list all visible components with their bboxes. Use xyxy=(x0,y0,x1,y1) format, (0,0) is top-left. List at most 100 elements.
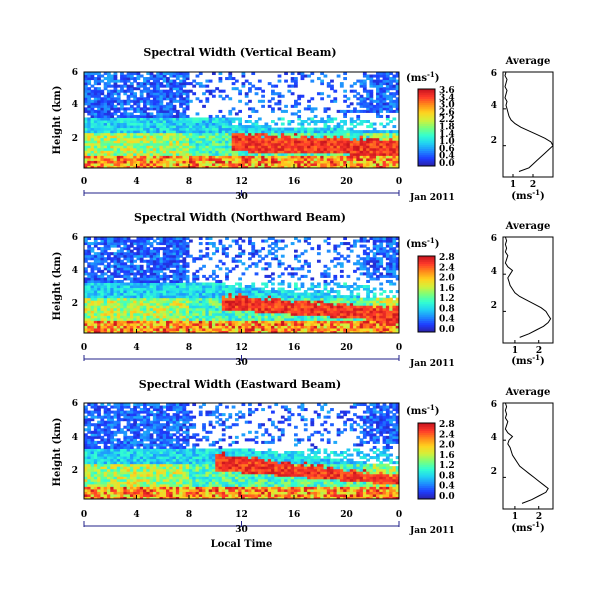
heatmap-cell xyxy=(379,298,383,301)
heatmap-cell xyxy=(369,90,373,93)
heatmap-cell xyxy=(333,282,337,285)
heatmap-cell xyxy=(281,288,285,291)
heatmap-cell xyxy=(179,260,183,263)
heatmap-cell xyxy=(120,275,124,278)
heatmap-cell xyxy=(287,120,291,123)
heatmap-cell xyxy=(245,267,249,270)
heatmap-cell xyxy=(287,265,291,268)
heatmap-cell xyxy=(330,280,334,283)
heatmap-cell xyxy=(343,77,347,80)
heatmap-cell xyxy=(159,257,163,260)
heatmap-cell xyxy=(212,90,216,93)
heatmap-cell xyxy=(271,282,275,285)
heatmap-cell xyxy=(386,102,390,105)
heatmap-cell xyxy=(205,277,209,280)
heatmap-cell xyxy=(117,115,121,118)
heatmap-cell xyxy=(232,257,236,260)
colorbar-tick-label: 0.0 xyxy=(439,159,455,169)
heatmap-cell xyxy=(284,80,288,83)
heatmap-cell xyxy=(291,290,295,293)
heatmap-cell xyxy=(327,282,331,285)
heatmap-cell xyxy=(317,128,321,131)
heatmap-cell xyxy=(192,272,196,275)
heatmap-cell xyxy=(347,260,351,263)
heatmap-cell xyxy=(196,282,200,285)
heatmap-cell xyxy=(146,275,150,278)
heatmap-cell xyxy=(264,123,268,126)
heatmap-cell xyxy=(242,82,246,85)
heatmap-cell xyxy=(232,87,236,90)
heatmap-cell xyxy=(340,285,344,288)
heatmap-cell xyxy=(248,100,252,103)
heatmap-cell xyxy=(297,288,301,291)
heatmap-cell xyxy=(373,123,377,126)
heatmap-cell xyxy=(369,265,373,268)
heatmap-cell xyxy=(366,280,370,283)
heatmap-cell xyxy=(133,260,137,263)
heatmap-cell xyxy=(376,130,380,133)
heatmap-cell xyxy=(153,75,157,78)
y-tick-label: 2 xyxy=(72,134,78,144)
heatmap-cell xyxy=(340,120,344,123)
heatmap-cell xyxy=(310,107,314,110)
heatmap-cell xyxy=(366,102,370,105)
heatmap-cell xyxy=(235,282,239,285)
heatmap-cell xyxy=(110,75,114,78)
heatmap-cell xyxy=(209,115,213,118)
heatmap-cell xyxy=(219,90,223,93)
heatmap-cell xyxy=(84,117,88,120)
heatmap-cell xyxy=(383,87,387,90)
heatmap-cell xyxy=(291,267,295,270)
heatmap-cell xyxy=(199,100,203,103)
heatmap-cell xyxy=(176,100,180,103)
heatmap-cell xyxy=(186,262,190,265)
heatmap-cell xyxy=(258,117,262,120)
heatmap-cell xyxy=(320,290,324,293)
heatmap-cell xyxy=(327,115,331,118)
heatmap-cell xyxy=(107,90,111,93)
heatmap-cell xyxy=(360,262,364,265)
heatmap-cell xyxy=(320,92,324,95)
heatmap-cell xyxy=(369,272,373,275)
heatmap-cell xyxy=(363,298,367,301)
heatmap-cell xyxy=(238,117,242,120)
heatmap-cell xyxy=(255,272,259,275)
heatmap-cell xyxy=(356,80,360,83)
heatmap-cell xyxy=(379,130,383,133)
heatmap-cell xyxy=(373,80,377,83)
heatmap-cell xyxy=(163,85,167,88)
heatmap-cell xyxy=(258,80,262,83)
heatmap-cell xyxy=(333,290,337,293)
heatmap-cell xyxy=(304,128,308,131)
heatmap-cell xyxy=(353,288,357,291)
heatmap-cell xyxy=(304,107,308,110)
heatmap-cell xyxy=(159,90,163,93)
heatmap-cell xyxy=(130,105,134,108)
heatmap-cell xyxy=(297,110,301,113)
heatmap-cell xyxy=(278,100,282,103)
heatmap-cell xyxy=(192,80,196,83)
heatmap-cell xyxy=(350,128,354,131)
heatmap-cell xyxy=(202,117,206,120)
heatmap-cell xyxy=(363,80,367,83)
heatmap-cell xyxy=(186,115,190,118)
heatmap-cell xyxy=(366,267,370,270)
heatmap-cell xyxy=(294,128,298,131)
heatmap-cell xyxy=(333,97,337,100)
heatmap-cell xyxy=(232,285,236,288)
heatmap-cell xyxy=(235,80,239,83)
heatmap-cell xyxy=(133,265,137,268)
heatmap-cell xyxy=(340,262,344,265)
heatmap-cell xyxy=(84,267,88,270)
heatmap-cell xyxy=(278,260,282,263)
heatmap-cell xyxy=(347,128,351,131)
heatmap-cell xyxy=(333,257,337,260)
heatmap-cell xyxy=(330,260,334,263)
heatmap-cell xyxy=(130,82,134,85)
heatmap-plot xyxy=(84,72,400,169)
heatmap-cell xyxy=(137,115,141,118)
heatmap-cell xyxy=(330,85,334,88)
heatmap-cell xyxy=(133,77,137,80)
heatmap-cell xyxy=(196,82,200,85)
heatmap-cell xyxy=(271,288,275,291)
